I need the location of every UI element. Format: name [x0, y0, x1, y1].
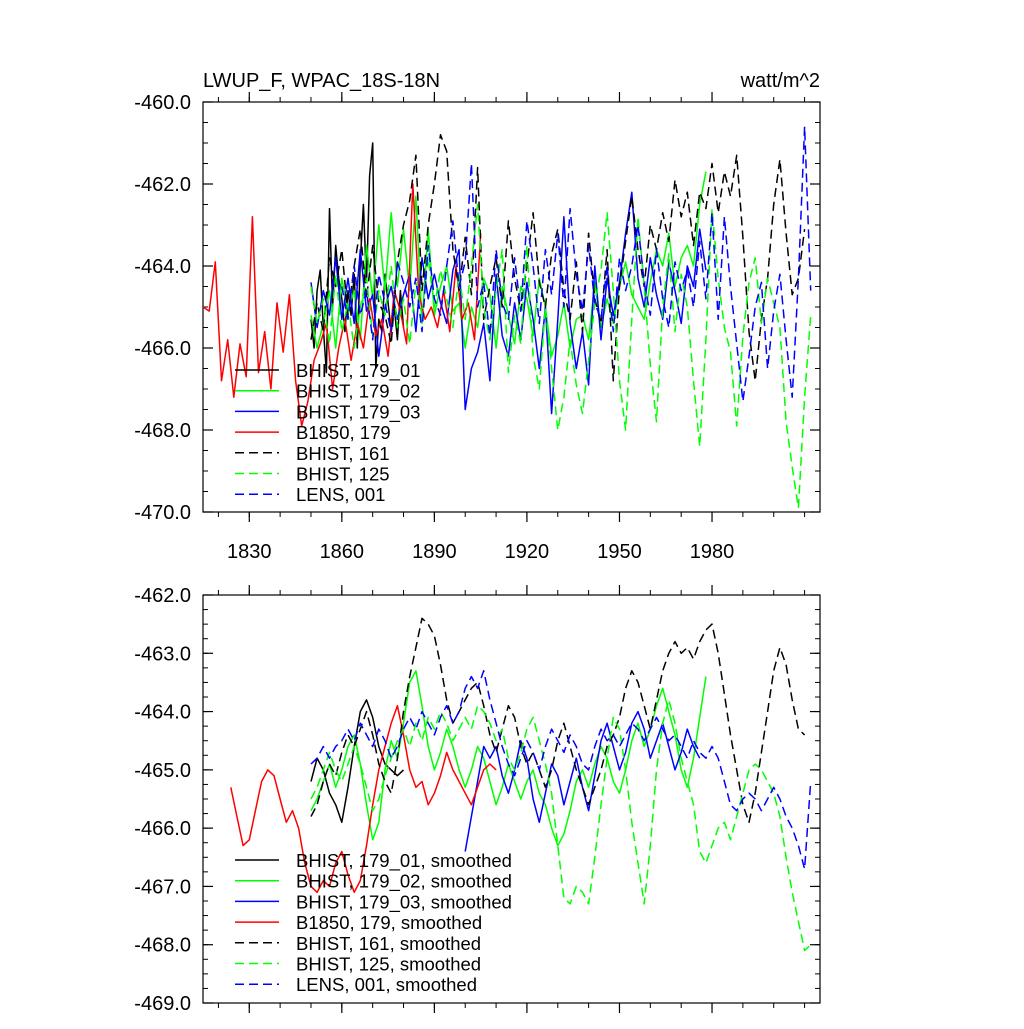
- top-chart-title: LWUP_F, WPAC_18S-18N: [203, 70, 440, 92]
- bottom-series-line: [230, 704, 497, 894]
- top-y-tick-label: -460.0: [134, 92, 191, 114]
- top-chart: -460.0 -462.0 -464.0 -466.0 -468.0 -470.0 1830…: [134, 92, 821, 563]
- bottom-legend-label: BHIST, 125, smoothed: [296, 954, 481, 975]
- bottom-y-tick-label: -466.0: [134, 818, 191, 840]
- top-x-tick-label: 1980: [690, 541, 735, 563]
- top-y-tick-label: -462.0: [134, 174, 191, 196]
- bottom-y-tick-label: -462.0: [134, 585, 191, 607]
- top-legend-label: BHIST, 179_02: [296, 381, 420, 403]
- top-x-tick-label: 1830: [227, 541, 272, 563]
- top-x-tick-label: 1950: [597, 541, 642, 563]
- top-legend-label: B1850, 179: [296, 422, 391, 443]
- top-series-line: [341, 125, 812, 403]
- bottom-series-line: [310, 670, 812, 870]
- bottom-series-line: [464, 710, 701, 852]
- bottom-y-tick-label: -465.0: [134, 760, 191, 782]
- top-series-line: [203, 183, 482, 427]
- top-x-tick-label: 1920: [505, 541, 550, 563]
- top-y-tick-label: -466.0: [134, 338, 191, 360]
- top-y-tick-label: -464.0: [134, 256, 191, 278]
- top-y-tick-label: -470.0: [134, 502, 191, 524]
- top-legend-label: BHIST, 179_03: [296, 401, 420, 423]
- top-legend-label: LENS, 001: [296, 484, 385, 505]
- top-chart-units: watt/m^2: [740, 70, 820, 92]
- bottom-y-tick-label: -467.0: [134, 876, 191, 898]
- bottom-legend-label: BHIST, 179_01, smoothed: [296, 850, 512, 872]
- bottom-legend-label: BHIST, 161, smoothed: [296, 933, 481, 954]
- top-y-tick-label: -468.0: [134, 420, 191, 442]
- top-series-line: [310, 142, 405, 374]
- top-series-group: [203, 125, 812, 509]
- top-series-line: [310, 191, 707, 415]
- bottom-y-tick-label: -469.0: [134, 993, 191, 1015]
- top-legend-label: BHIST, 161: [296, 443, 390, 464]
- bottom-series-line: [310, 617, 806, 824]
- bottom-series-group: [230, 617, 812, 952]
- top-legend-label: BHIST, 125: [296, 464, 390, 485]
- bottom-legend-label: LENS, 001, smoothed: [296, 974, 477, 995]
- bottom-y-tick-label: -464.0: [134, 702, 191, 724]
- top-x-tick-label: 1860: [320, 541, 365, 563]
- bottom-legend-label: B1850, 179, smoothed: [296, 912, 482, 933]
- bottom-y-tick-label: -468.0: [134, 935, 191, 957]
- top-x-tick-label: 1890: [412, 541, 457, 563]
- bottom-legend-label: BHIST, 179_02, smoothed: [296, 871, 512, 893]
- bottom-chart: -462.0 -463.0 -464.0 -465.0 -466.0 -467.0 -468…: [134, 585, 821, 1015]
- top-legend-label: BHIST, 179_01: [296, 360, 420, 382]
- bottom-legend-label: BHIST, 179_03, smoothed: [296, 891, 512, 913]
- top-series-line: [310, 134, 806, 382]
- bottom-y-tick-label: -463.0: [134, 643, 191, 665]
